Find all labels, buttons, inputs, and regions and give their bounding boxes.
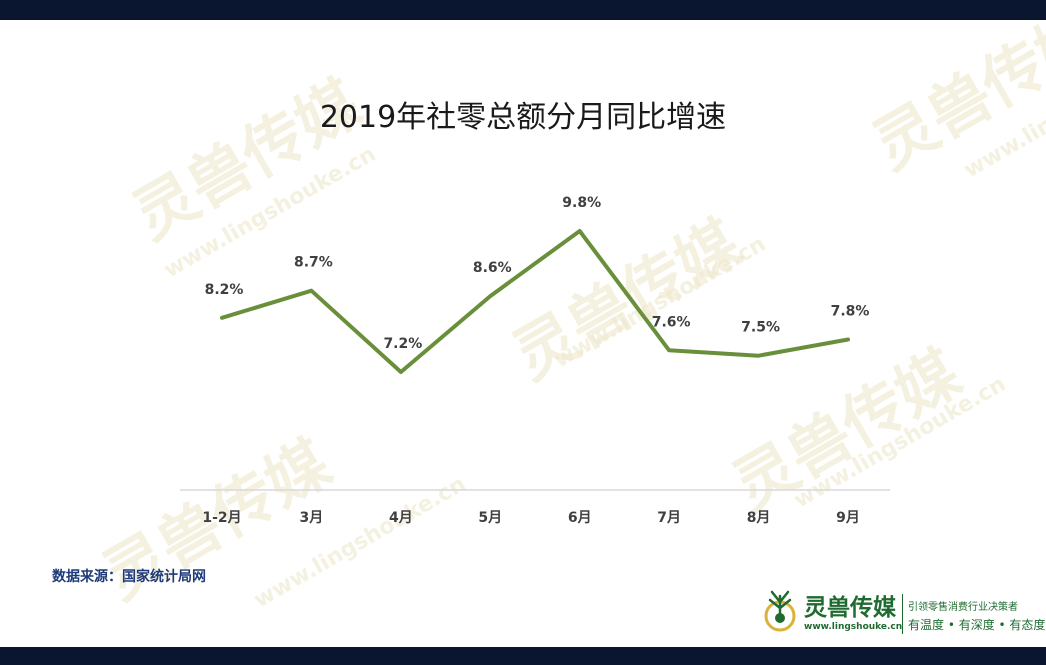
- logo-url: www.lingshouke.cn: [804, 622, 903, 632]
- data-label: 7.2%: [383, 336, 422, 352]
- series-line: [220, 229, 850, 374]
- x-tick-label: 7月: [657, 510, 681, 526]
- x-tick-label: 4月: [389, 510, 413, 526]
- logo-slogan-1: 引领零售消费行业决策者: [908, 602, 1018, 613]
- x-tick-label: 9月: [836, 510, 860, 526]
- x-tick-label: 5月: [478, 510, 502, 526]
- x-tick-label: 6月: [568, 510, 592, 526]
- data-label: 8.2%: [205, 282, 244, 298]
- data-label: 8.7%: [294, 255, 333, 271]
- brand-logo: 灵兽传媒 www.lingshouke.cn 引领零售消费行业决策者 有温度 •…: [760, 588, 1045, 644]
- data-label: 7.5%: [741, 320, 780, 336]
- top-frame-bar: [0, 0, 1046, 20]
- data-source-note: 数据来源：国家统计局网: [52, 569, 206, 585]
- logo-divider: [902, 594, 903, 634]
- x-tick-label: 1-2月: [202, 510, 241, 526]
- data-label: 9.8%: [562, 195, 601, 211]
- chart-title: 2019年社零总额分月同比增速: [319, 100, 727, 135]
- deer-antler-icon: [764, 590, 796, 632]
- data-label: 7.6%: [652, 314, 691, 330]
- x-tick-label: 8月: [747, 510, 771, 526]
- logo-name: 灵兽传媒: [804, 594, 896, 621]
- x-tick-label: 3月: [300, 510, 324, 526]
- data-label: 8.6%: [473, 260, 512, 276]
- bottom-frame-bar: [0, 647, 1046, 665]
- data-label: 7.8%: [831, 303, 870, 319]
- logo-slogan-2: 有温度 • 有深度 • 有态度: [908, 618, 1046, 632]
